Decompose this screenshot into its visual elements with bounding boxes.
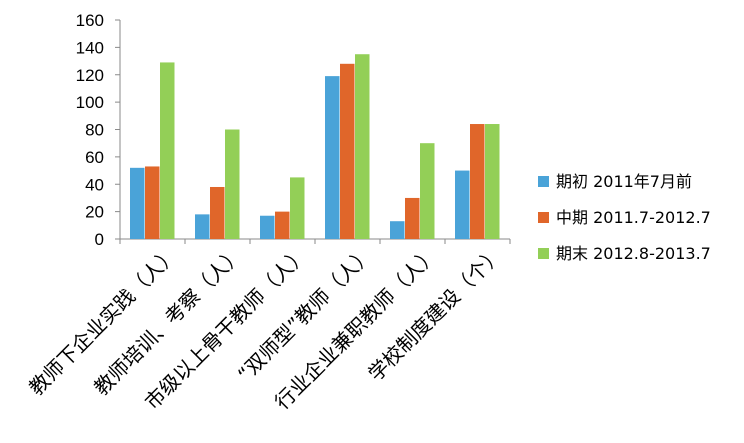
legend-swatch	[538, 248, 549, 259]
bar	[340, 63, 355, 239]
bar	[160, 62, 175, 240]
bar	[130, 167, 145, 239]
legend-label: 中期 2011.7-2012.7	[556, 208, 711, 227]
bar	[485, 124, 500, 239]
bar	[145, 166, 160, 239]
y-tick-label: 20	[85, 203, 104, 222]
y-tick-label: 0	[95, 230, 104, 249]
bar	[210, 186, 225, 239]
y-tick-label: 60	[85, 148, 104, 167]
y-tick-label: 40	[85, 175, 104, 194]
y-axis-ticks: 0 20 40 60 80 100 120 140 160	[76, 11, 120, 249]
bar	[470, 124, 485, 239]
bar	[390, 221, 405, 239]
x-axis-labels: 教师下企业实践（人）教师培训、考察（人）市级以上骨干教师（人）“双师型”教师（人…	[24, 242, 507, 415]
bar	[275, 211, 290, 239]
bar	[405, 197, 420, 239]
legend-swatch	[538, 176, 549, 187]
y-tick-label: 120	[76, 66, 104, 85]
bar	[325, 76, 340, 240]
chart-axes	[119, 20, 511, 244]
bar	[225, 129, 240, 239]
legend-swatch	[538, 212, 549, 223]
y-tick-label: 140	[76, 38, 104, 57]
bar	[260, 215, 275, 239]
bar	[455, 170, 470, 239]
bar	[195, 214, 210, 239]
bar	[355, 54, 370, 239]
y-tick-label: 80	[85, 121, 104, 140]
y-tick-label: 160	[76, 11, 104, 30]
legend-label: 期初 2011年7月前	[556, 172, 692, 191]
y-tick-label: 100	[76, 93, 104, 112]
bar	[420, 143, 435, 239]
bar	[290, 177, 305, 239]
legend-label: 期末 2012.8-2013.7	[556, 244, 711, 263]
chart-bars	[130, 54, 500, 240]
